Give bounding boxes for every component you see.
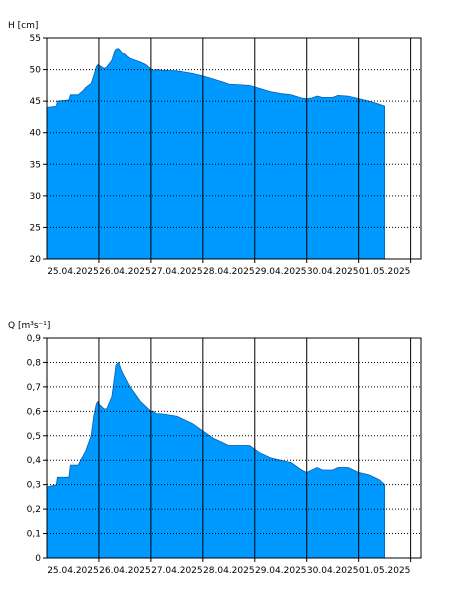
discharge-y-tick-label: 0,4: [27, 456, 42, 466]
water-level-chart: 20 25 30 35 40 45 50 55 25.04.2025 26.04.2025 27.0…: [0, 0, 450, 295]
discharge-x-tick-label: 27.04.2025: [151, 566, 203, 576]
discharge-x-tick-label: 29.04.2025: [255, 566, 307, 576]
level-x-tick-label: 28.04.2025: [203, 267, 255, 277]
discharge-y-axis-label: Q [m³s⁻¹]: [8, 321, 50, 331]
level-x-tick-label: 29.04.2025: [255, 267, 307, 277]
discharge-y-tick-label: 0,6: [27, 407, 42, 417]
discharge-chart: 0 0,1 0,2 0,3 0,4 0,5 0,6 0,7 0,8 0,9 25.04.2025 26…: [0, 310, 450, 600]
level-y-tick-label: 20: [30, 255, 42, 265]
discharge-x-tick-label: 25.04.2025: [47, 566, 99, 576]
discharge-chart-svg: 0 0,1 0,2 0,3 0,4 0,5 0,6 0,7 0,8 0,9 25.04.2025 26…: [8, 321, 422, 576]
discharge-x-tick-label: 26.04.2025: [99, 566, 151, 576]
level-y-tick-label: 35: [30, 160, 41, 170]
level-y-tick-label: 55: [30, 34, 41, 44]
level-y-axis-label: H [cm]: [8, 21, 38, 31]
water-level-chart-svg: 20 25 30 35 40 45 50 55 25.04.2025 26.04.2025 27.0…: [8, 21, 422, 277]
level-x-tick-label: 30.04.2025: [307, 267, 359, 277]
discharge-y-tick-label: 0,1: [27, 530, 41, 540]
level-y-tick-label: 40: [30, 129, 42, 139]
discharge-x-tick-label: 28.04.2025: [203, 566, 255, 576]
level-y-tick-label: 50: [30, 66, 42, 76]
discharge-y-tick-label: 0,7: [27, 383, 41, 393]
discharge-y-tick-label: 0: [35, 554, 41, 564]
discharge-y-tick-label: 0,2: [27, 505, 41, 515]
discharge-y-tick-label: 0,3: [27, 481, 41, 491]
level-x-tick-label: 27.04.2025: [151, 267, 203, 277]
discharge-y-tick-label: 0,8: [27, 358, 42, 368]
level-x-tick-label: 01.05.2025: [359, 267, 411, 277]
discharge-x-tick-label: 30.04.2025: [307, 566, 359, 576]
discharge-y-tick-label: 0,5: [27, 432, 41, 442]
discharge-x-tick-label: 01.05.2025: [359, 566, 411, 576]
level-plot-border: [46, 37, 422, 260]
level-y-tick-label: 45: [30, 97, 41, 107]
discharge-y-tick-label: 0,9: [27, 334, 42, 344]
level-y-tick-label: 30: [30, 192, 42, 202]
discharge-plot-border: [46, 337, 422, 559]
level-x-tick-label: 26.04.2025: [99, 267, 151, 277]
level-x-tick-label: 25.04.2025: [47, 267, 99, 277]
level-y-tick-label: 25: [30, 223, 41, 233]
